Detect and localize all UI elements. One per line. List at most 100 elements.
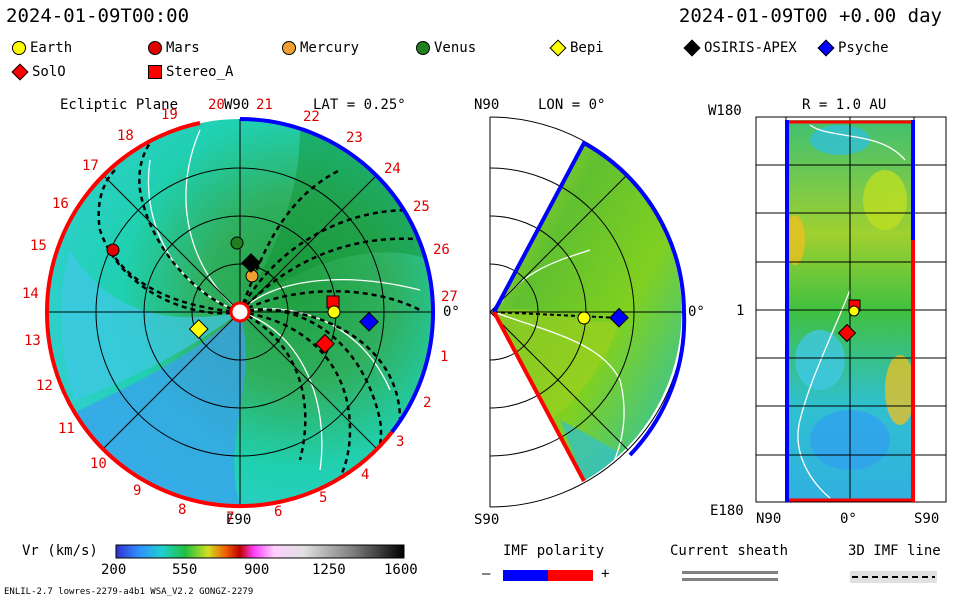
carrington-label: 21 (256, 97, 273, 113)
velocity-colorbar (115, 544, 405, 559)
radial-bottom-left: E180 (710, 503, 744, 519)
carrington-label: 7 (226, 510, 235, 526)
carrington-label: 12 (36, 378, 53, 394)
carrington-label: 15 (30, 238, 47, 254)
ecliptic-boundary-positive (44, 121, 394, 509)
carrington-label: 1 (440, 349, 449, 365)
earth-marker (327, 305, 341, 319)
imf-negative-swatch (503, 570, 548, 581)
carrington-label: 16 (52, 196, 69, 212)
carrington-label: 14 (22, 286, 39, 302)
carrington-label: 9 (133, 483, 142, 499)
meridional-bottom-label: S90 (474, 512, 500, 528)
carrington-label: 10 (90, 456, 107, 472)
radial-panel (755, 116, 947, 503)
imf-polarity-plus: + (601, 566, 610, 582)
colorbar-label: Vr (km/s) (22, 543, 98, 559)
carrington-label: 19 (161, 107, 178, 123)
legend-mars: Mars (148, 40, 200, 56)
legend-mercury: Mercury (282, 40, 359, 56)
carrington-label: 24 (384, 161, 401, 177)
legend-solo: SolO (11, 63, 66, 81)
meridional-boundary-positive (492, 311, 586, 482)
ecliptic-top-label: W90 (224, 97, 250, 113)
carrington-label: 2 (423, 395, 432, 411)
radial-mid-left: 1 (736, 303, 745, 319)
slow-wind-region (60, 250, 241, 400)
meridional-grid (489, 116, 686, 508)
radial-tick-s90: S90 (914, 511, 940, 527)
bepi-marker (188, 319, 209, 339)
carrington-label: 11 (58, 421, 75, 437)
radial-top-left: W180 (708, 103, 742, 119)
current-sheath-label: Current sheath (670, 543, 789, 559)
carrington-label: 3 (396, 434, 405, 450)
current-sheath-line (682, 571, 778, 574)
ecliptic-bottom-label: E90 (226, 512, 252, 528)
carrington-label: 13 (24, 333, 41, 349)
left-timestamp: 2024-01-09T00:00 (6, 5, 190, 27)
meridional-psyche-marker (609, 307, 629, 328)
mars-marker-icon (148, 41, 162, 55)
ecliptic-boundary-negative (239, 117, 436, 434)
colorbar-tick: 900 (244, 562, 270, 578)
meridional-panel (489, 116, 687, 508)
legend-venus: Venus (416, 40, 476, 56)
mars-marker (106, 243, 120, 257)
meridional-top-label: N90 (474, 97, 500, 113)
venus-marker-icon (416, 41, 430, 55)
current-sheath-line (682, 578, 778, 581)
carrington-label: 18 (117, 128, 134, 144)
carrington-label: 4 (361, 467, 370, 483)
carrington-label: 25 (413, 199, 430, 215)
radial-solo-marker (837, 323, 857, 343)
imf-polarity-minus: – (482, 566, 491, 582)
carrington-label: 26 (433, 242, 450, 258)
osiris-apex-marker (241, 253, 261, 273)
carrington-label: 22 (303, 109, 320, 125)
legend-bepi: Bepi (549, 39, 604, 57)
ecliptic-title: Ecliptic Plane (60, 97, 179, 113)
legend-osiris-apex: OSIRIS-APEX (683, 39, 797, 57)
colorbar-tick: 1250 (312, 562, 346, 578)
venus-marker (230, 236, 244, 250)
imf-line-label: 3D IMF line (848, 543, 941, 559)
meridional-lon-label: LON = 0° (538, 97, 606, 113)
radial-title: R = 1.0 AU (802, 97, 887, 113)
stereo-a-marker-icon (148, 65, 162, 79)
carrington-label: 27 (441, 289, 458, 305)
colorbar-tick: 1600 (384, 562, 418, 578)
imf-polarity-label: IMF polarity (503, 543, 605, 559)
meridional-boundary-negative (492, 140, 686, 313)
carrington-label: 6 (274, 504, 283, 520)
carrington-label: 17 (82, 158, 99, 174)
solo-marker (315, 333, 335, 354)
carrington-label: 23 (346, 130, 363, 146)
legend-earth: Earth (12, 40, 72, 56)
meridional-earth-marker (577, 311, 591, 325)
ecliptic-lat-label: LAT = 0.25° (313, 97, 406, 113)
colorbar-tick: 200 (101, 562, 127, 578)
ecliptic-panel (44, 117, 436, 509)
meridional-right-label: 0° (688, 304, 705, 320)
legend-psyche: Psyche (817, 39, 889, 57)
ecliptic-right-label: 0° (443, 304, 460, 320)
footer-model-info: ENLIL-2.7 lowres-2279-a4b1 WSA_V2.2 GONG… (4, 587, 254, 597)
carrington-label: 8 (178, 502, 187, 518)
meridional-imf-line (494, 311, 621, 319)
imf-positive-swatch (548, 570, 593, 581)
radial-tick-n90: N90 (756, 511, 782, 527)
earth-marker-icon (12, 41, 26, 55)
legend-stereo-a: Stereo_A (148, 64, 233, 80)
carrington-label: 20 (208, 97, 225, 113)
psyche-marker (359, 311, 379, 332)
right-timestamp: 2024-01-09T00 +0.00 day (678, 5, 942, 27)
colorbar-tick: 550 (172, 562, 198, 578)
radial-contours (797, 124, 906, 499)
radial-tick-0: 0° (840, 511, 857, 527)
meridional-boundary-negative (628, 311, 687, 457)
carrington-label: 5 (319, 490, 328, 506)
radial-earth-marker (848, 305, 860, 317)
mercury-marker-icon (282, 41, 296, 55)
